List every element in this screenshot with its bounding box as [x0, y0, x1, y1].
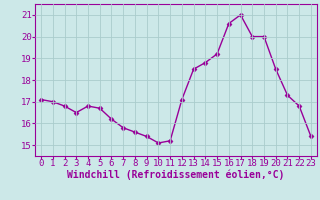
X-axis label: Windchill (Refroidissement éolien,°C): Windchill (Refroidissement éolien,°C)	[67, 170, 285, 180]
